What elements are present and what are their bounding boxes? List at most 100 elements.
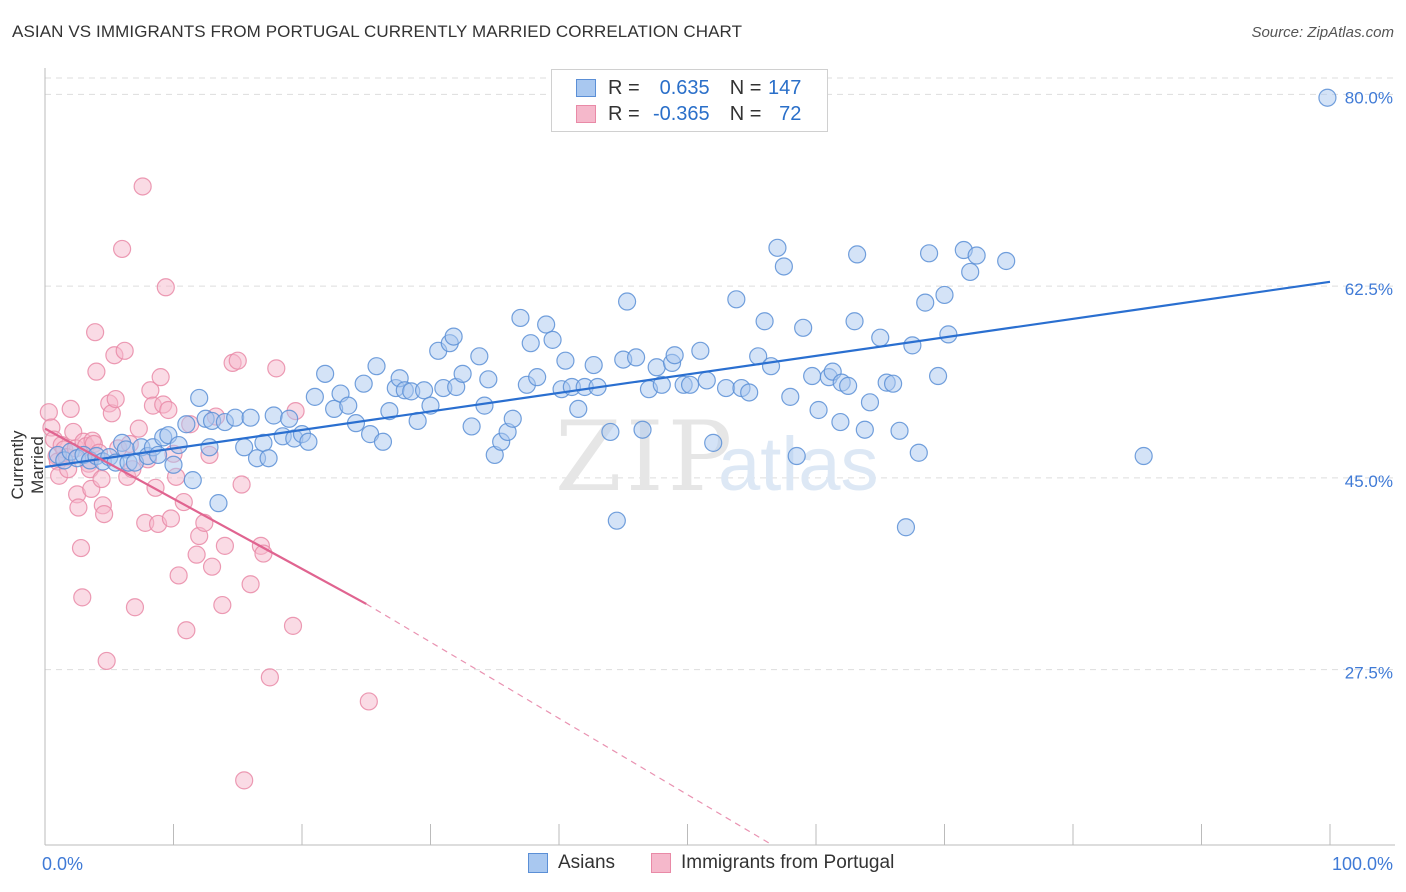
asian-point <box>543 330 562 349</box>
trend-lines <box>44 280 1331 846</box>
asian-point <box>373 432 393 451</box>
asian-point <box>768 238 787 257</box>
asian-point <box>633 420 652 439</box>
asian-point <box>226 408 245 427</box>
asian-point <box>704 433 723 452</box>
asian-point <box>740 383 759 402</box>
asian-point <box>479 370 498 389</box>
portugal-point <box>97 651 116 671</box>
bottom-legend-asians: Asians <box>528 852 615 874</box>
portugal-point <box>61 399 80 419</box>
asian-point <box>414 381 434 400</box>
asian-point <box>961 262 980 282</box>
portugal-point <box>129 419 148 438</box>
asian-point <box>299 432 318 451</box>
portugal-point <box>112 239 132 259</box>
asian-point <box>209 494 228 513</box>
portugal-point <box>133 177 152 196</box>
asian-point <box>367 357 386 376</box>
asian-point <box>909 443 928 462</box>
asian-point <box>528 368 547 387</box>
asian-point <box>462 417 481 436</box>
asian-point <box>259 449 278 468</box>
asian-point <box>855 420 874 439</box>
asian-point <box>647 358 666 377</box>
asian-point <box>871 328 890 347</box>
asian-point <box>339 396 358 415</box>
asian-point <box>935 285 954 305</box>
chart-title: ASIAN VS IMMIGRANTS FROM PORTUGAL CURREN… <box>12 22 743 41</box>
asian-point <box>727 290 746 309</box>
asian-point <box>774 257 793 276</box>
legend-asians-r-label: R = <box>608 76 640 99</box>
portugal-point <box>202 557 222 576</box>
portugal-trend-line <box>44 427 367 605</box>
asians-trend-line <box>44 280 1331 469</box>
portugal-point <box>267 359 286 378</box>
asian-point <box>380 401 399 421</box>
portugal-point <box>283 616 303 635</box>
watermark: ZIP atlas <box>555 401 879 513</box>
asian-point <box>787 446 806 466</box>
asian-point <box>967 246 986 265</box>
portugal-point <box>187 545 206 564</box>
legend: R = 0.635 N = 147 R = -0.365 N = 72 <box>551 69 828 132</box>
asian-point <box>919 244 939 263</box>
asian-point <box>761 357 781 376</box>
asian-point <box>916 293 935 312</box>
portugal-legend-swatch <box>651 853 671 873</box>
asian-point <box>716 378 736 398</box>
asian-point <box>521 334 540 353</box>
asian-point <box>264 406 283 425</box>
portugal-point <box>71 538 91 558</box>
asian-point <box>997 251 1016 271</box>
legend-asians-n-label: N = <box>729 76 762 99</box>
asian-point <box>169 435 188 455</box>
portugal-point <box>151 368 170 387</box>
portugal-point <box>87 362 106 381</box>
portugal-point <box>125 598 145 617</box>
portugal-point <box>92 469 111 489</box>
asian-point <box>626 348 646 367</box>
asian-point <box>781 387 800 406</box>
portugal-point <box>169 566 188 585</box>
asian-point <box>896 518 916 537</box>
asian-point <box>607 511 626 530</box>
asian-point <box>470 347 489 366</box>
asian-point <box>316 364 335 383</box>
y-tick-label: 27.5% <box>1345 664 1393 683</box>
asians-legend-label: Asians <box>558 852 616 873</box>
asian-point <box>755 312 774 331</box>
tick-labels: 27.5% 45.0% 62.5% 80.0% 0.0% 100.0% <box>42 88 1393 874</box>
asian-point <box>1318 88 1337 107</box>
asian-point <box>241 408 260 427</box>
portugal-point <box>86 323 105 342</box>
legend-portugal-n-label: N = <box>729 102 762 125</box>
asian-point <box>190 388 209 408</box>
asian-point <box>890 421 909 440</box>
portugal-point <box>95 504 114 524</box>
asians-swatch <box>576 79 596 97</box>
y-tick-label: 62.5% <box>1345 280 1393 299</box>
asian-point <box>503 409 522 428</box>
portugal-swatch <box>576 105 596 123</box>
portugal-point <box>232 475 251 494</box>
legend-asians-n-value: 147 <box>768 76 802 99</box>
series-asians-points <box>48 88 1337 537</box>
asian-point <box>280 409 299 428</box>
portugal-point <box>115 341 134 360</box>
asian-point <box>354 374 373 393</box>
legend-row-portugal: R = -0.365 N = 72 <box>576 103 801 125</box>
asian-point <box>652 375 671 394</box>
asians-legend-swatch <box>528 853 548 873</box>
series-portugal-points <box>39 177 378 790</box>
legend-portugal-r-value: -0.365 <box>652 102 710 125</box>
bottom-legend-portugal: Immigrants from Portugal <box>651 852 894 874</box>
asian-point <box>444 327 463 346</box>
portugal-legend-label: Immigrants from Portugal <box>681 852 895 873</box>
asian-point <box>903 336 922 355</box>
asian-point <box>200 438 219 457</box>
portugal-point <box>156 278 175 297</box>
portugal-point <box>359 692 378 711</box>
